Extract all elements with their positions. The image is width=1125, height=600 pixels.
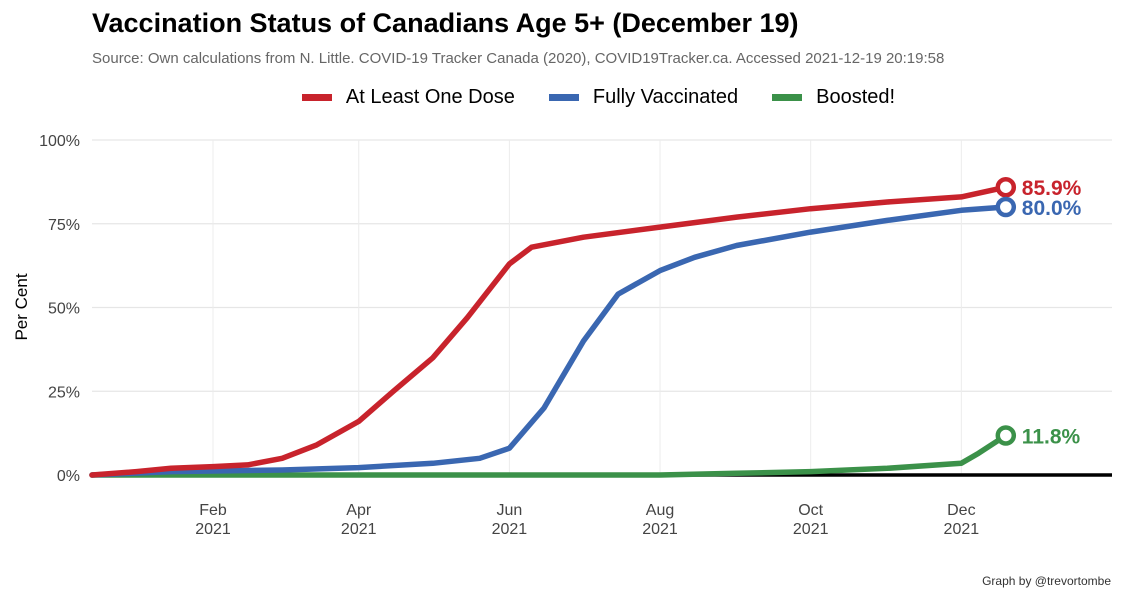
- x-tick-year: 2021: [492, 521, 528, 538]
- legend-swatch-first-dose: [301, 94, 332, 101]
- x-tick-month: Apr: [346, 502, 372, 519]
- y-tick-label: 100%: [39, 133, 80, 150]
- x-tick-year: 2021: [944, 521, 980, 538]
- y-tick-label: 75%: [48, 217, 80, 234]
- y-tick-label: 25%: [48, 384, 80, 401]
- legend-item-fully-vaccinated: Fully Vaccinated: [548, 86, 739, 109]
- end-marker-first-dose: [995, 176, 1017, 198]
- legend-label-first-dose: At Least One Dose: [345, 86, 515, 108]
- chart-subtitle: Source: Own calculations from N. Little.…: [92, 50, 945, 67]
- chart-title: Vaccination Status of Canadians Age 5+ (…: [92, 8, 799, 38]
- y-axis-title: Per Cent: [12, 273, 31, 340]
- x-tick-year: 2021: [341, 521, 377, 538]
- end-label-fully-vaccinated: 80.0%: [1022, 197, 1082, 220]
- y-tick-label: 0%: [57, 468, 80, 485]
- legend-item-boosted: Boosted!: [772, 86, 895, 109]
- legend-label-boosted: Boosted!: [816, 86, 896, 108]
- x-tick-year: 2021: [642, 521, 678, 538]
- x-tick-month: Jun: [496, 502, 522, 519]
- end-label-first-dose: 85.9%: [1022, 177, 1082, 200]
- end-marker-fully-vaccinated: [995, 196, 1017, 218]
- x-tick-month: Feb: [199, 502, 227, 519]
- legend-swatch-boosted: [772, 94, 803, 101]
- end-label-boosted: 11.8%: [1022, 425, 1081, 448]
- end-marker-boosted: [995, 425, 1017, 446]
- legend: At Least One Dose Fully Vaccinated Boost…: [0, 86, 1125, 109]
- x-tick-month: Aug: [646, 502, 674, 519]
- x-tick-month: Dec: [947, 502, 975, 519]
- series-line-fully-vaccinated: [89, 204, 1009, 478]
- y-tick-label: 50%: [48, 301, 80, 318]
- x-tick-month: Oct: [798, 502, 823, 519]
- series-line-first-dose: [89, 184, 1009, 478]
- series-line-boosted: [89, 432, 1009, 478]
- legend-swatch-fully-vaccinated: [548, 94, 579, 101]
- legend-item-first-dose: At Least One Dose: [301, 86, 515, 109]
- x-tick-year: 2021: [195, 521, 231, 538]
- legend-label-fully-vaccinated: Fully Vaccinated: [592, 86, 739, 108]
- x-tick-year: 2021: [793, 521, 829, 538]
- chart-caption: Graph by @trevortombe: [982, 574, 1111, 588]
